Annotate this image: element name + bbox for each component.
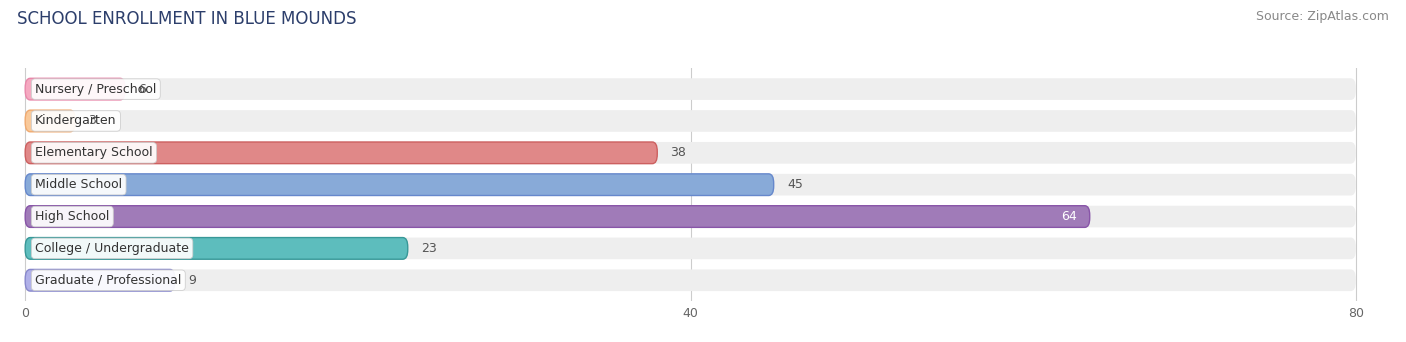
FancyBboxPatch shape xyxy=(25,110,75,132)
Text: Graduate / Professional: Graduate / Professional xyxy=(35,274,181,287)
Text: Source: ZipAtlas.com: Source: ZipAtlas.com xyxy=(1256,10,1389,23)
Text: College / Undergraduate: College / Undergraduate xyxy=(35,242,188,255)
FancyBboxPatch shape xyxy=(25,269,1355,291)
Text: Nursery / Preschool: Nursery / Preschool xyxy=(35,83,156,96)
FancyBboxPatch shape xyxy=(25,110,1355,132)
Text: 64: 64 xyxy=(1060,210,1077,223)
Text: High School: High School xyxy=(35,210,110,223)
FancyBboxPatch shape xyxy=(25,238,1355,259)
FancyBboxPatch shape xyxy=(25,238,408,259)
Text: Kindergarten: Kindergarten xyxy=(35,115,117,128)
Text: 45: 45 xyxy=(787,178,803,191)
Text: 23: 23 xyxy=(420,242,437,255)
FancyBboxPatch shape xyxy=(25,142,1355,164)
Text: 38: 38 xyxy=(671,146,686,159)
FancyBboxPatch shape xyxy=(25,174,1355,196)
FancyBboxPatch shape xyxy=(25,78,125,100)
Text: 9: 9 xyxy=(188,274,195,287)
Text: 3: 3 xyxy=(89,115,96,128)
Text: Elementary School: Elementary School xyxy=(35,146,153,159)
FancyBboxPatch shape xyxy=(25,142,657,164)
FancyBboxPatch shape xyxy=(25,206,1090,227)
FancyBboxPatch shape xyxy=(25,174,773,196)
Text: SCHOOL ENROLLMENT IN BLUE MOUNDS: SCHOOL ENROLLMENT IN BLUE MOUNDS xyxy=(17,10,356,28)
Text: 6: 6 xyxy=(138,83,146,96)
FancyBboxPatch shape xyxy=(25,206,1355,227)
FancyBboxPatch shape xyxy=(25,269,174,291)
FancyBboxPatch shape xyxy=(25,78,1355,100)
Text: Middle School: Middle School xyxy=(35,178,122,191)
